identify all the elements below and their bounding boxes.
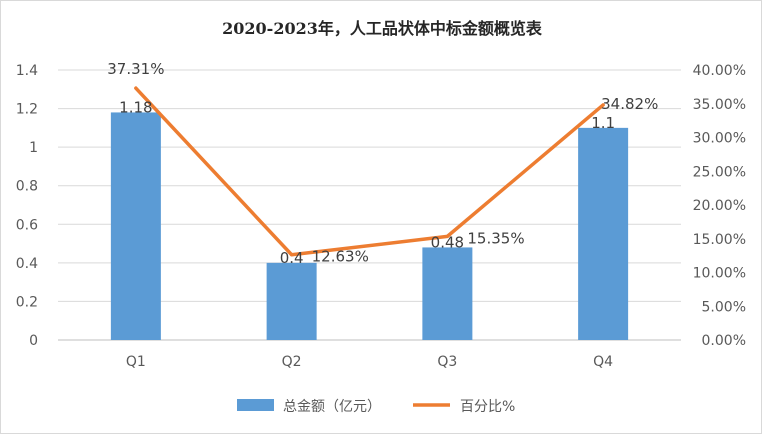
left-axis-tick-label: 1.2 <box>16 102 38 118</box>
bar-data-label: 0.48 <box>431 233 464 251</box>
bar-series <box>110 112 629 340</box>
bar-data-label: 1.1 <box>591 114 615 132</box>
gridlines <box>58 69 681 341</box>
line-point <box>134 86 138 90</box>
line-point <box>290 253 294 257</box>
right-axis-tick-label: 25.00% <box>693 164 746 180</box>
line-data-label: 15.35% <box>467 229 524 247</box>
legend-bar-swatch <box>237 399 274 411</box>
x-axis-tick-label: Q2 <box>282 354 302 370</box>
x-axis-tick-label: Q1 <box>126 354 146 370</box>
bar-data-label: 1.18 <box>119 98 152 116</box>
bar <box>266 262 317 340</box>
x-axis-tick-label: Q3 <box>437 354 457 370</box>
right-axis-tick-label: 20.00% <box>693 198 746 214</box>
bar-data-label: 0.4 <box>280 249 304 267</box>
left-axis-tick-label: 1.4 <box>16 63 38 79</box>
line-series <box>134 86 605 257</box>
bar <box>578 127 629 340</box>
x-axis-tick-label: Q4 <box>593 354 613 370</box>
right-axis-tick-label: 5.00% <box>702 299 746 315</box>
right-axis-tick-label: 15.00% <box>693 232 746 248</box>
legend: 总金额（亿元） 百分比% <box>237 399 515 415</box>
right-axis-tick-label: 0.00% <box>702 333 746 349</box>
left-axis-tick-label: 1 <box>29 140 38 156</box>
data-labels: 1.18 0.4 0.48 1.1 37.31% 12.63% 15.35% 34.82% <box>107 60 658 267</box>
bar <box>422 247 473 340</box>
right-axis-tick-label: 40.00% <box>693 63 746 79</box>
right-axis-tick-label: 10.00% <box>693 266 746 282</box>
line-data-label: 37.31% <box>107 60 164 78</box>
line-path <box>134 86 605 257</box>
left-axis-tick-label: 0.8 <box>16 179 38 195</box>
right-axis-ticks: 0.00% 5.00% 10.00% 15.00% 20.00% 25.00% 30.00%… <box>693 63 746 349</box>
right-axis-tick-label: 30.00% <box>693 131 746 147</box>
left-axis-ticks: 0 0.2 0.4 0.6 0.8 1 1.2 1.4 <box>16 63 38 349</box>
legend-line-label: 百分比% <box>460 399 515 415</box>
left-axis-tick-label: 0.6 <box>16 217 38 233</box>
left-axis-tick-label: 0.4 <box>16 256 38 272</box>
right-axis-tick-label: 35.00% <box>693 97 746 113</box>
chart-title: 2020-2023年，人工品状体中标金额概览表 <box>222 19 543 38</box>
bar <box>110 112 161 340</box>
left-axis-tick-label: 0 <box>29 333 38 349</box>
left-axis-tick-label: 0.2 <box>16 294 38 310</box>
line-point <box>445 234 449 238</box>
line-data-label: 12.63% <box>312 248 369 266</box>
legend-bar-label: 总金额（亿元） <box>283 399 381 415</box>
line-data-label: 34.82% <box>601 95 658 113</box>
x-axis-ticks: Q1 Q2 Q3 Q4 <box>126 354 613 370</box>
line-point <box>601 103 605 107</box>
